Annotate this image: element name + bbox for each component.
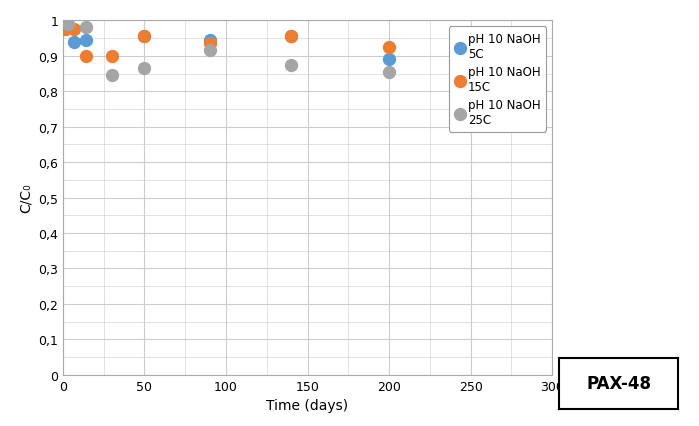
pH 10 NaOH
15C — [59, 27, 70, 34]
pH 10 NaOH
5C — [59, 27, 70, 34]
X-axis label: Time (days): Time (days) — [266, 398, 349, 412]
pH 10 NaOH
25C — [286, 62, 297, 69]
pH 10 NaOH
5C — [498, 37, 509, 44]
pH 10 NaOH
15C — [204, 41, 215, 48]
pH 10 NaOH
25C — [106, 73, 117, 80]
pH 10 NaOH
15C — [69, 27, 80, 34]
pH 10 NaOH
5C — [69, 39, 80, 46]
pH 10 NaOH
25C — [139, 66, 150, 72]
pH 10 NaOH
5C — [204, 37, 215, 44]
pH 10 NaOH
15C — [80, 53, 92, 60]
pH 10 NaOH
5C — [384, 57, 395, 63]
pH 10 NaOH
25C — [80, 25, 92, 32]
pH 10 NaOH
25C — [59, 20, 70, 26]
pH 10 NaOH
25C — [384, 69, 395, 76]
pH 10 NaOH
15C — [286, 34, 297, 40]
pH 10 NaOH
5C — [286, 34, 297, 40]
pH 10 NaOH
15C — [106, 53, 117, 60]
pH 10 NaOH
25C — [498, 103, 509, 109]
Text: PAX-48: PAX-48 — [586, 374, 651, 392]
pH 10 NaOH
5C — [139, 34, 150, 40]
pH 10 NaOH
15C — [384, 44, 395, 51]
pH 10 NaOH
25C — [204, 48, 215, 55]
pH 10 NaOH
25C — [62, 21, 73, 28]
pH 10 NaOH
15C — [139, 34, 150, 40]
pH 10 NaOH
15C — [498, 37, 509, 44]
Y-axis label: C/C₀: C/C₀ — [18, 183, 32, 213]
Legend: pH 10 NaOH
5C, pH 10 NaOH
15C, pH 10 NaOH
25C: pH 10 NaOH 5C, pH 10 NaOH 15C, pH 10 NaO… — [449, 27, 547, 132]
pH 10 NaOH
5C — [80, 37, 92, 44]
